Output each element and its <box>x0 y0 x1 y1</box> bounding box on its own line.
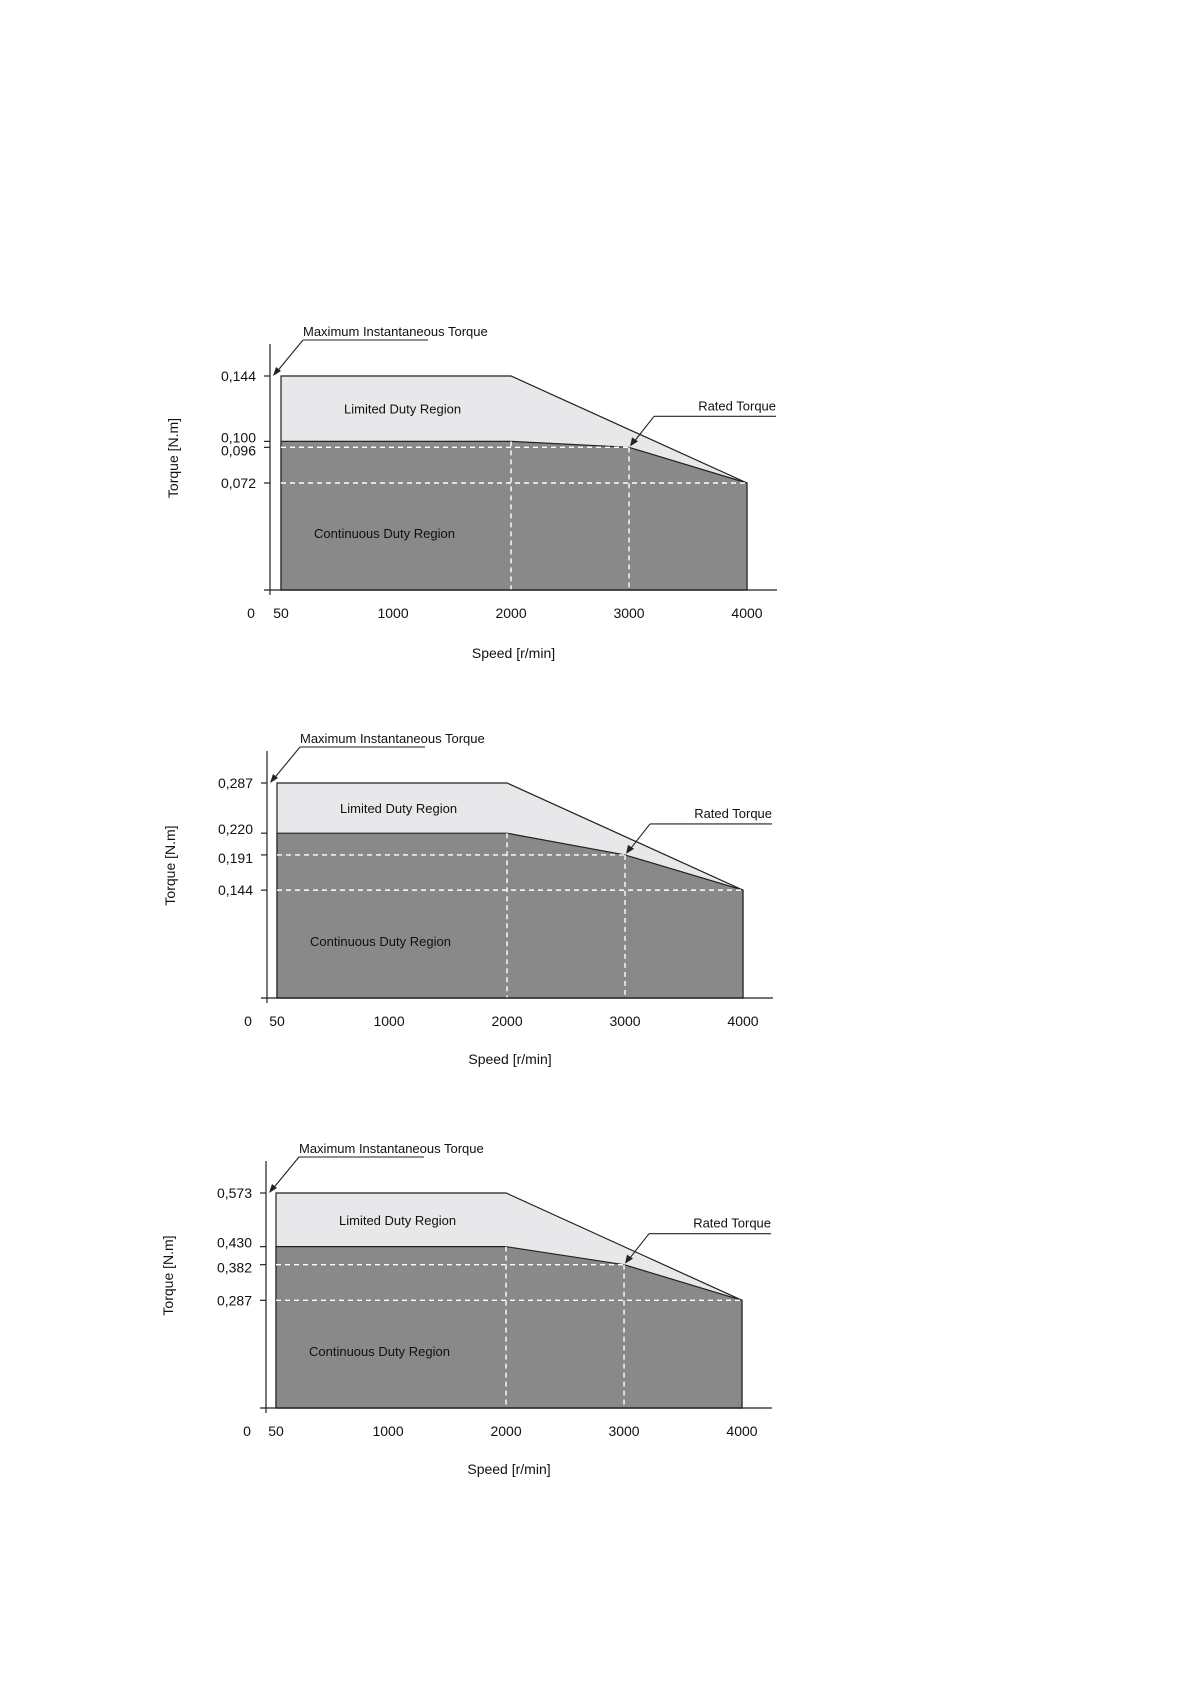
x-tick-label: 1000 <box>372 1423 403 1439</box>
y-tick-label: 0,072 <box>221 475 256 491</box>
max-torque-annotation: Maximum Instantaneous Torque <box>300 731 485 746</box>
rated-torque-annotation: Rated Torque <box>694 806 772 821</box>
y-tick-label: 0,220 <box>218 821 253 837</box>
max-torque-arrowhead <box>270 774 278 783</box>
continuous-duty-label: Continuous Duty Region <box>309 1344 450 1359</box>
rated-torque-arrowhead <box>625 1254 634 1264</box>
continuous-duty-label: Continuous Duty Region <box>314 526 455 541</box>
rated-torque-leader <box>631 415 655 445</box>
x-tick-label: 50 <box>273 605 289 621</box>
limited-duty-label: Limited Duty Region <box>339 1213 456 1228</box>
max-torque-leader <box>270 1156 300 1192</box>
x-tick-label: 2000 <box>491 1013 522 1029</box>
x-axis-title: Speed [r/min] <box>468 1051 551 1067</box>
x-axis-title: Speed [r/min] <box>472 645 555 661</box>
y-tick-label: 0,144 <box>221 368 256 384</box>
y-axis-title: Torque [N.m] <box>160 1235 176 1315</box>
x-tick-label: 3000 <box>608 1423 639 1439</box>
x-tick-label: 3000 <box>609 1013 640 1029</box>
rated-torque-annotation: Rated Torque <box>693 1216 771 1231</box>
y-tick-label: 0,191 <box>218 850 253 866</box>
y-tick-label: 0,144 <box>218 882 253 898</box>
continuous-duty-area <box>280 440 748 591</box>
rated-torque-arrowhead <box>630 437 639 447</box>
chart-1: 0,144 0,1000,096 0,072 0 50 1000 2000 3000 4000 S… <box>165 324 777 661</box>
x-tick-label: 50 <box>268 1423 284 1439</box>
max-torque-arrowhead <box>273 367 281 376</box>
continuous-duty-label: Continuous Duty Region <box>310 934 451 949</box>
y-tick-label: 0,382 <box>217 1260 252 1276</box>
x-tick-label: 1000 <box>377 605 408 621</box>
x-tick-label: 2000 <box>490 1423 521 1439</box>
x-tick-label: 4000 <box>727 1013 758 1029</box>
x-tick-label: 4000 <box>731 605 762 621</box>
limited-duty-label: Limited Duty Region <box>344 402 461 417</box>
max-torque-leader <box>271 746 301 782</box>
rated-torque-arrowhead <box>626 844 635 854</box>
x-axis-title: Speed [r/min] <box>467 1461 550 1477</box>
max-torque-annotation: Maximum Instantaneous Torque <box>303 324 488 339</box>
x-tick-label: 2000 <box>495 605 526 621</box>
y-tick-label: 0,430 <box>217 1235 252 1251</box>
y-tick-label: 0,573 <box>217 1185 252 1201</box>
x-tick-label: 3000 <box>613 605 644 621</box>
rated-torque-leader <box>626 1233 650 1263</box>
max-torque-leader <box>274 339 304 375</box>
x-tick-label: 0 <box>247 605 255 621</box>
x-tick-label: 0 <box>244 1013 252 1029</box>
limited-duty-label: Limited Duty Region <box>340 801 457 816</box>
rated-torque-annotation: Rated Torque <box>698 398 776 413</box>
y-tick-label: 0,100 <box>221 429 256 445</box>
chart-3: 0,573 0,430 0,382 0,287 0 50 1000 2000 3000 4000 S… <box>160 1141 772 1477</box>
y-tick-label: 0,096 <box>221 442 256 458</box>
y-tick-label: 0,287 <box>218 775 253 791</box>
chart-2: 0,287 0,220 0,191 0,144 0 50 1000 2000 3000 4000 S… <box>162 731 773 1067</box>
max-torque-annotation: Maximum Instantaneous Torque <box>299 1141 484 1156</box>
x-tick-label: 4000 <box>726 1423 757 1439</box>
rated-torque-leader <box>627 823 651 853</box>
max-torque-arrowhead <box>269 1184 277 1193</box>
x-tick-label: 0 <box>243 1423 251 1439</box>
y-tick-label: 0,287 <box>217 1292 252 1308</box>
x-tick-label: 50 <box>269 1013 285 1029</box>
x-tick-label: 1000 <box>373 1013 404 1029</box>
y-axis-title: Torque [N.m] <box>162 825 178 905</box>
y-axis-title: Torque [N.m] <box>165 418 181 498</box>
